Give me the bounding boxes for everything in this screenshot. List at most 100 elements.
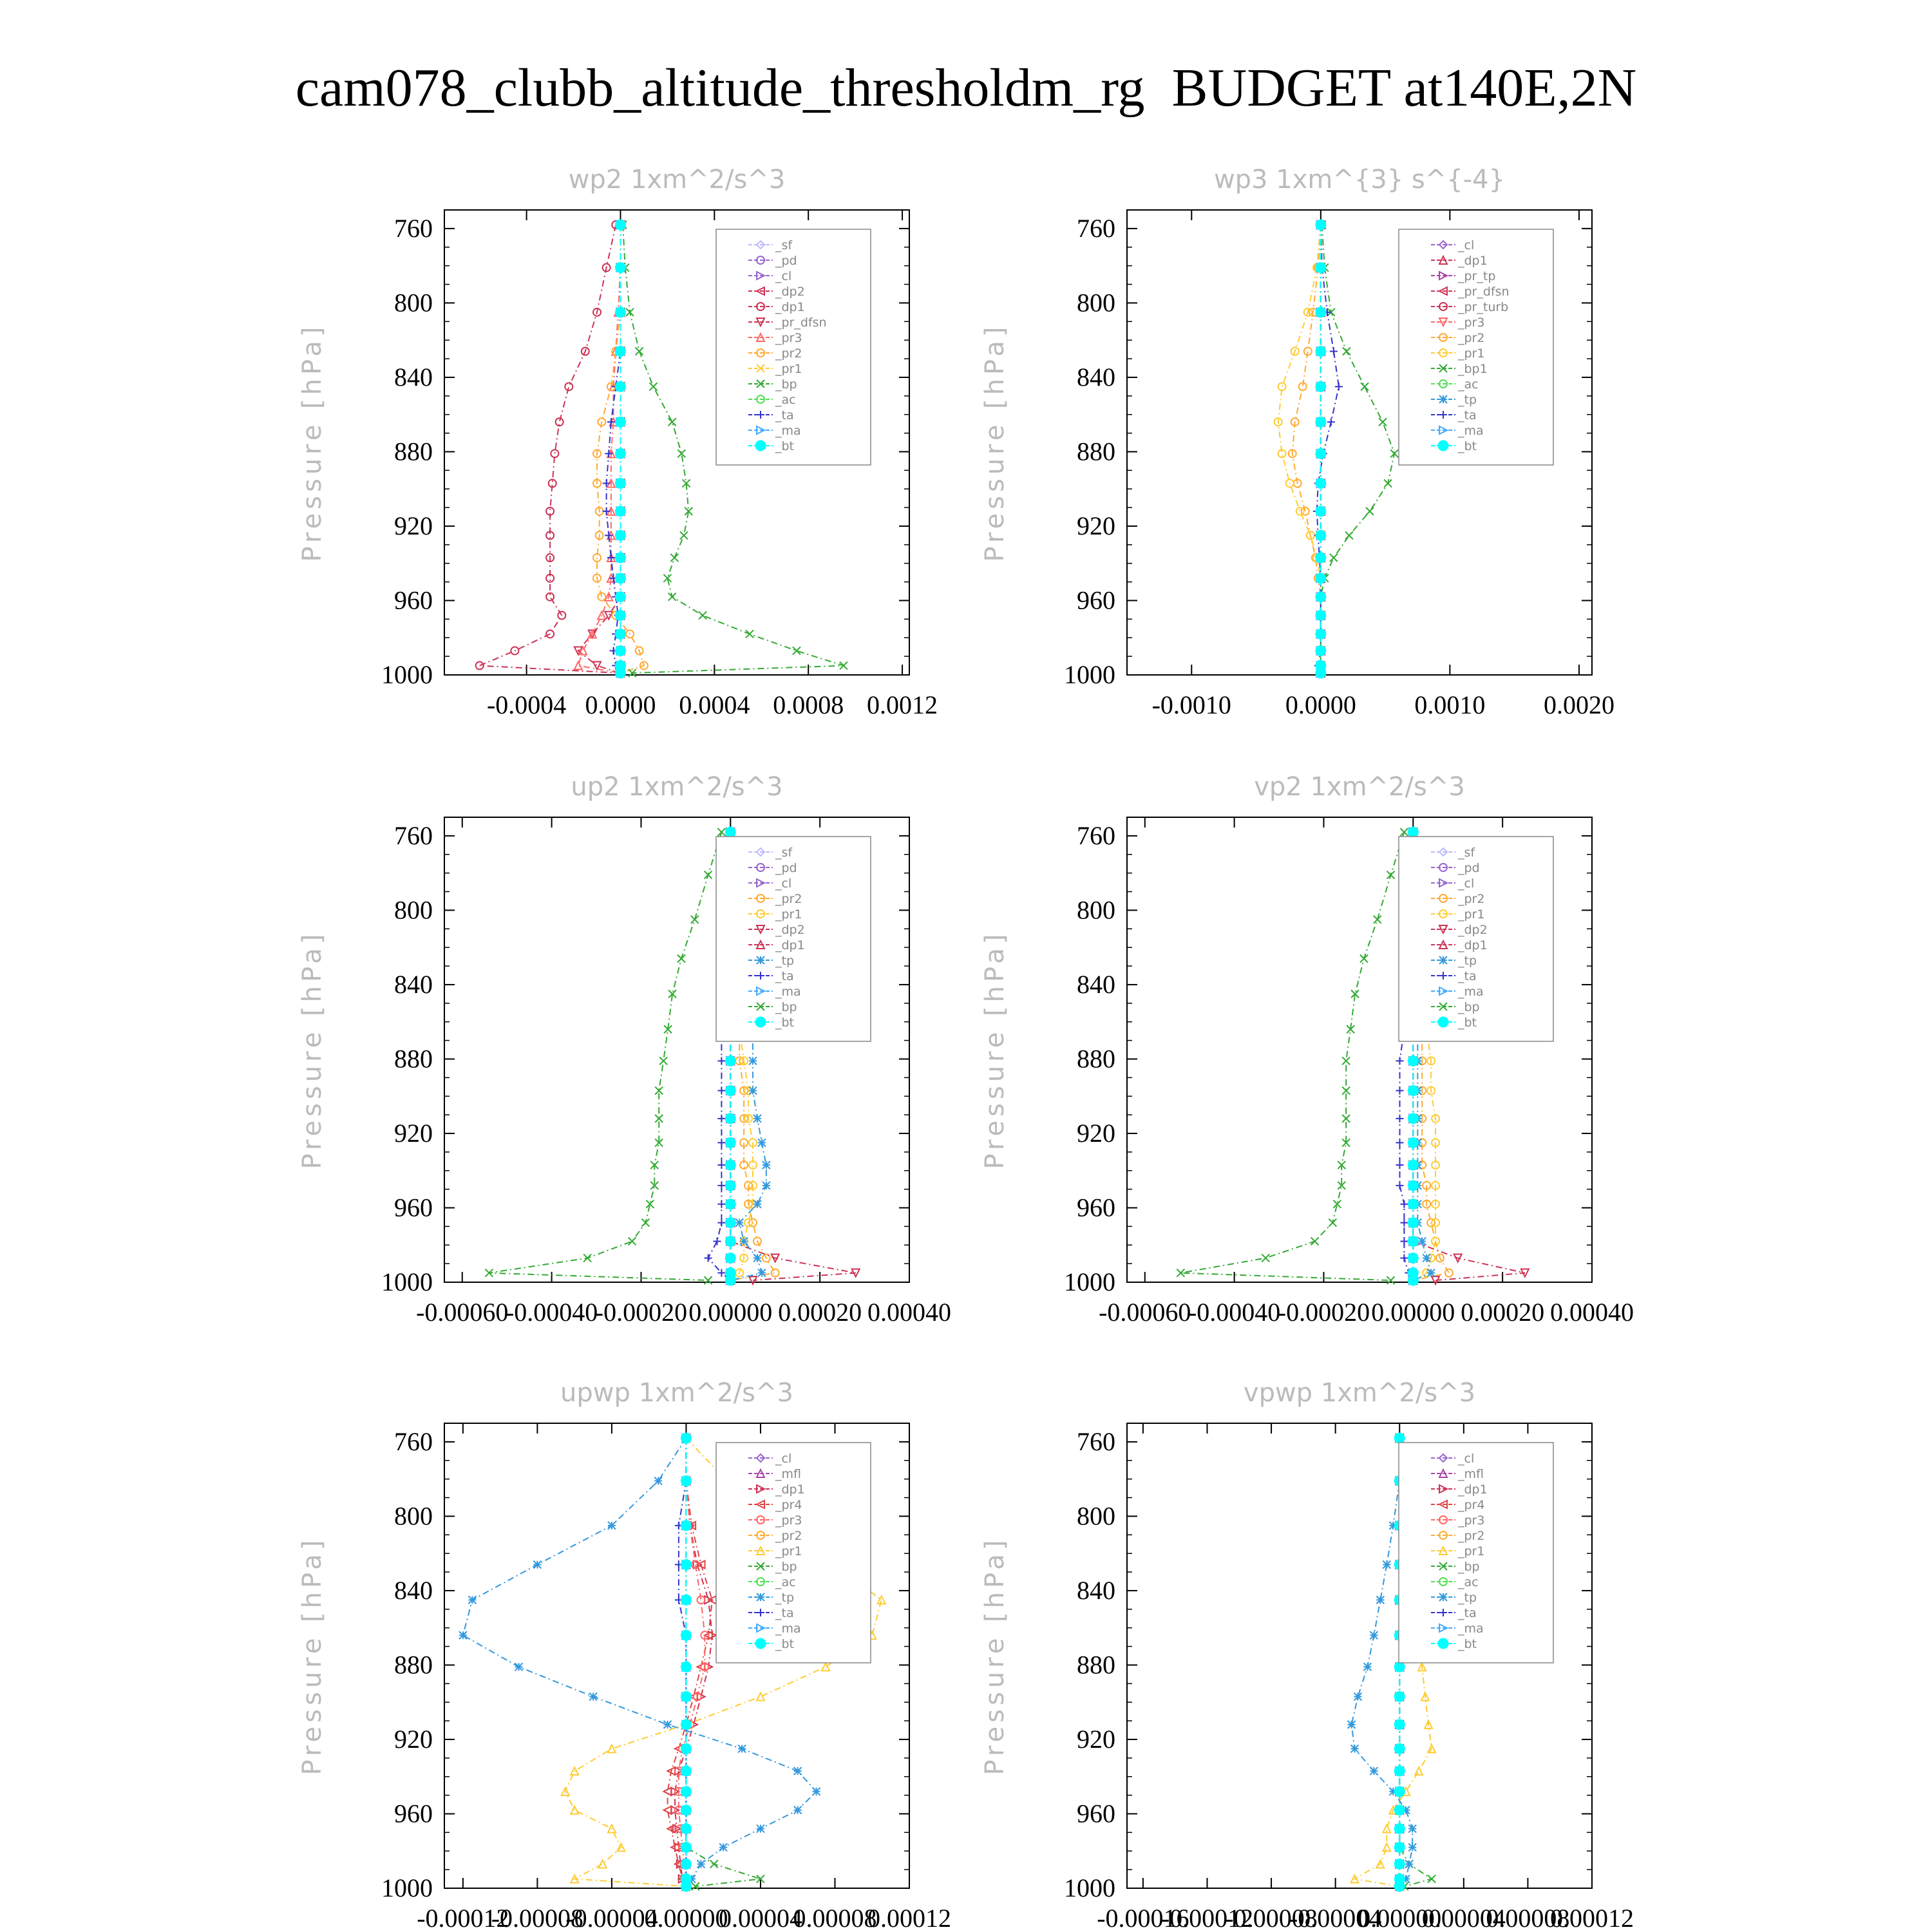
data-point [1315,610,1327,621]
data-point [1300,506,1310,516]
legend-label: _ta [775,969,794,983]
legend-label: _cl [1457,876,1474,891]
y-tick-label: 760 [1077,1427,1115,1456]
panel-title: vpwp 1xm^2/s^3 [1244,1378,1475,1408]
data-point [690,915,699,924]
plot-frame [1126,209,1593,676]
data-point [1431,1138,1441,1148]
data-point [839,661,848,670]
legend-label: _cl [1457,238,1474,252]
x-tick-label: 0.00004 [719,1904,802,1932]
legend-marker [756,256,765,265]
legend-marker [1439,1593,1448,1602]
data-point [1422,1199,1432,1209]
legend-marker [756,364,765,373]
data-point [762,1160,771,1170]
data-point [634,646,644,656]
data-point [680,1743,692,1754]
legend-marker [756,425,766,435]
legend-marker [1439,425,1449,435]
data-point [545,592,555,601]
legend-label: _bp1 [1457,362,1488,376]
data-point [1315,478,1327,489]
legend-label: _bt [775,439,794,453]
data-point [811,1787,821,1796]
data-point [724,1217,736,1229]
data-point [625,308,634,317]
legend-marker [755,332,766,342]
data-point [1420,1691,1430,1701]
legend-marker [755,1468,766,1478]
legend-label: _ta [775,408,794,422]
data-point [1407,1198,1419,1210]
data-point [1396,1181,1404,1189]
data-point [1315,628,1327,639]
legend-marker [756,379,765,388]
legend-marker [1438,1468,1448,1478]
legend-label: _ac [775,1575,796,1589]
data-point [639,661,649,670]
legend: _sf _pd_cl _dp2_dp1 _pr_dfsn_pr3_pr2_pr1_bp… [715,229,871,466]
legend-marker [1439,1484,1449,1494]
data-point [1261,1253,1270,1263]
x-tick-label: -0.00040 [506,1298,598,1327]
data-point [724,1055,736,1066]
data-point [545,506,555,516]
data-point [475,661,484,670]
data-point [1431,1180,1441,1190]
plot-frame [1126,1423,1593,1889]
legend-marker [756,1577,765,1586]
data-point [739,1236,748,1246]
legend-marker [755,286,765,296]
data-point [793,1805,802,1815]
y-tick-label: 840 [1077,1576,1115,1605]
data-point [1315,307,1327,318]
data-point [1315,219,1327,231]
series-line-ta [707,832,732,1281]
data-point [569,1765,580,1776]
data-point [704,1254,712,1262]
data-point [614,262,626,274]
data-point [1303,307,1312,317]
data-point [724,1235,736,1247]
data-point [569,1804,580,1815]
data-point [679,531,688,540]
data-point [580,346,590,356]
data-point [698,611,707,620]
x-tick-label: -0.0004 [487,690,566,719]
legend-marker [755,317,766,328]
data-point [1345,531,1354,540]
data-point [820,1662,831,1672]
data-point [692,1559,703,1570]
legend-label: _tp [775,1591,794,1605]
x-tick-label: -0.00040 [1188,1298,1280,1327]
data-point [703,870,713,880]
data-point [752,1236,762,1246]
data-point [876,1595,887,1605]
data-point [1349,1873,1360,1884]
data-point [1176,1268,1186,1278]
series-line-tp [730,831,767,1282]
legend-marker [1438,317,1448,328]
data-point [1334,383,1343,391]
data-point [680,1880,692,1892]
data-point [1396,1057,1404,1065]
data-point [1305,531,1315,540]
data-point [1408,1824,1417,1833]
y-tick-label: 800 [394,1501,433,1530]
x-tick-label: 0.0008 [773,690,844,719]
chart-panel-4: upwp 1xm^2/s^3 Pressure [hPa] 760 800 840 880… [298,1378,951,1932]
data-point [792,646,801,656]
data-point [1285,478,1294,488]
data-point [755,1691,766,1701]
data-point [680,1804,692,1816]
legend-box [715,229,871,466]
y-tick-label: 880 [394,437,433,466]
data-point [1337,1181,1346,1190]
legend-label: _pr1 [775,362,802,376]
x-tick-label: -0.00012 [1161,1904,1253,1932]
x-tick-label: -0.00016 [1097,1904,1189,1932]
chart-panel-2: up2 1xm^2/s^3 Pressure [hPa] 760 800 840 880 9… [298,772,951,1327]
y-tick-label: 1000 [381,1873,433,1902]
legend-label: _sf [775,846,793,860]
